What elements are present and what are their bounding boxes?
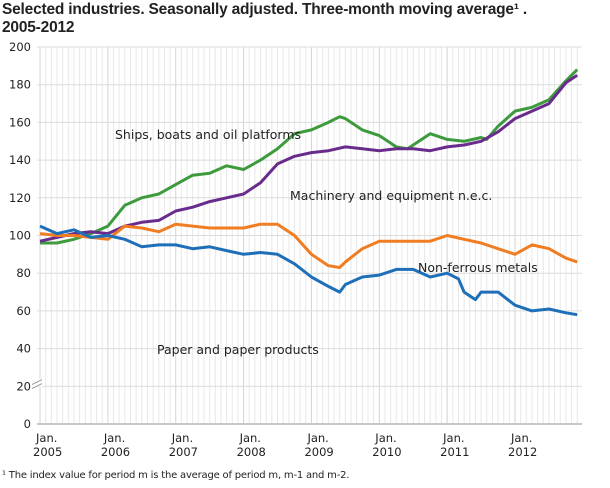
x-tick-label-year: 2010 bbox=[372, 445, 401, 459]
title-line-2: 2005-2012 bbox=[2, 19, 75, 36]
x-tick-label-month: Jan. bbox=[239, 431, 261, 445]
series-line-0 bbox=[40, 68, 579, 245]
x-tick-label-year: 2008 bbox=[237, 445, 266, 459]
y-tick-label: 140 bbox=[9, 153, 31, 167]
x-tick-label-month: Jan. bbox=[103, 431, 125, 445]
x-tick-label-month: Jan. bbox=[374, 431, 396, 445]
title-line-1: Selected industries. Seasonally adjusted… bbox=[2, 1, 528, 18]
series-line-1 bbox=[39, 74, 579, 243]
y-tick-label: 200 bbox=[9, 40, 31, 54]
x-tick-label-year: 2012 bbox=[508, 445, 537, 459]
x-tick-label-month: Jan. bbox=[306, 431, 328, 445]
y-tick-label: 160 bbox=[9, 115, 31, 129]
y-tick-label: 0 bbox=[24, 417, 31, 431]
footnote: ¹ The index value for period m is the av… bbox=[2, 470, 350, 481]
y-tick-label: 120 bbox=[9, 191, 31, 205]
y-tick-label: 20 bbox=[16, 379, 31, 393]
series-line-2 bbox=[39, 222, 578, 269]
x-tick-label-month: Jan. bbox=[442, 431, 464, 445]
y-tick-label: 80 bbox=[16, 266, 31, 280]
x-tick-label-month: Jan. bbox=[171, 431, 193, 445]
y-tick-label: 180 bbox=[9, 78, 31, 92]
series-line-3 bbox=[39, 224, 578, 317]
series-label-2: Non-ferrous metals bbox=[418, 260, 538, 275]
series-label-3: Paper and paper products bbox=[157, 342, 319, 357]
x-tick-label-year: 2006 bbox=[101, 445, 130, 459]
y-tick-label: 40 bbox=[16, 342, 31, 356]
chart-title: Selected industries. Seasonally adjusted… bbox=[2, 1, 527, 37]
x-tick-label-year: 2005 bbox=[33, 445, 62, 459]
axis-break-icon bbox=[31, 379, 43, 389]
y-tick-label: 100 bbox=[9, 229, 31, 243]
y-tick-label: 60 bbox=[16, 304, 31, 318]
x-tick-label-month: Jan. bbox=[35, 431, 57, 445]
series-label-1: Machinery and equipment n.e.c. bbox=[290, 188, 492, 203]
series-label-0: Ships, boats and oil platforms bbox=[115, 127, 301, 142]
x-tick-label-month: Jan. bbox=[510, 431, 532, 445]
x-tick-label-year: 2009 bbox=[304, 445, 333, 459]
x-tick-label-year: 2007 bbox=[169, 445, 198, 459]
x-tick-label-year: 2011 bbox=[440, 445, 469, 459]
